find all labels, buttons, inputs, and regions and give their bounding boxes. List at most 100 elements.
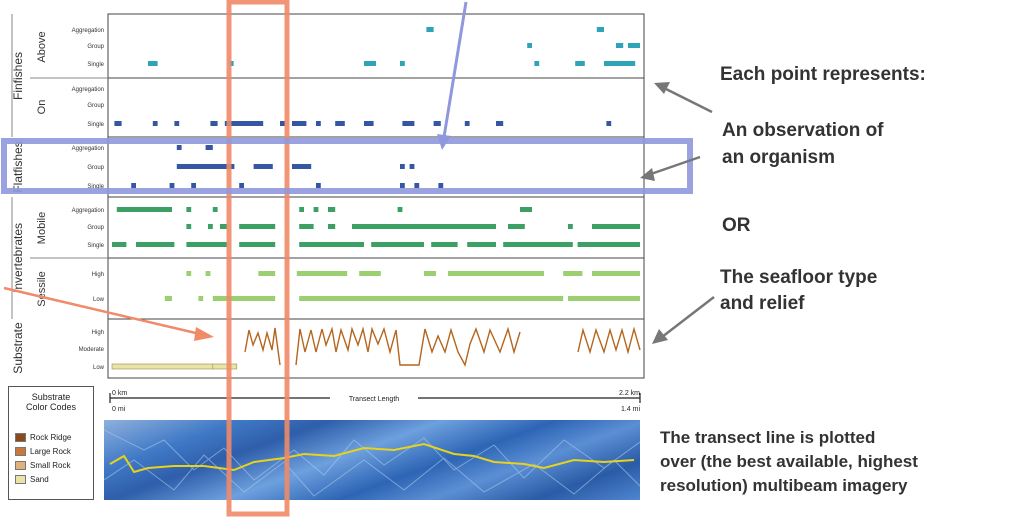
observation-mark: [111, 363, 214, 370]
row-label: Aggregation: [72, 28, 104, 34]
row-label: Group: [87, 44, 104, 50]
observation-mark: [592, 271, 640, 276]
observation-mark: [438, 183, 444, 188]
observation-mark: [239, 224, 276, 229]
legend-title-2: Color Codes: [25, 402, 77, 412]
observation-mark: [186, 224, 192, 229]
observation-mark: [596, 27, 604, 32]
subgroup-label-on: On: [36, 100, 48, 115]
observation-mark: [164, 296, 172, 301]
observation-mark: [169, 183, 175, 188]
observation-mark: [359, 271, 381, 276]
annotation-transect-2: over (the best available, highest: [660, 452, 918, 471]
observation-mark: [253, 164, 273, 169]
observation-mark: [148, 61, 158, 66]
row-labels: Aggregation Group Single Aggregation Gro…: [72, 28, 105, 371]
observation-mark: [316, 183, 321, 188]
observation-mark: [176, 145, 182, 150]
group-label-substrate: Substrate: [11, 322, 25, 374]
observation-mark: [448, 271, 544, 276]
transect-track: [104, 429, 640, 497]
observation-mark: [229, 61, 234, 66]
observation-mark: [577, 242, 640, 247]
multibeam-imagery: [104, 420, 640, 500]
observation-mark: [520, 207, 532, 212]
observation-mark: [212, 296, 276, 301]
row-label: Low: [93, 297, 105, 303]
axis-label-bg: [330, 392, 418, 404]
observation-mark: [292, 121, 307, 126]
row-label: High: [92, 330, 104, 336]
row-label: Group: [87, 225, 104, 231]
plot-frame: [107, 13, 645, 379]
observation-mark: [316, 121, 321, 126]
observation-mark: [212, 207, 218, 212]
observation-mark: [431, 242, 458, 247]
observation-mark: [496, 121, 504, 126]
observation-mark: [606, 121, 612, 126]
observation-mark: [212, 363, 238, 370]
legend-item-small-rock: Small Rock: [15, 461, 70, 471]
annotation-seafloor-2: and relief: [720, 293, 805, 314]
observation-mark: [400, 183, 405, 188]
observation-mark: [239, 183, 244, 188]
observation-mark: [467, 242, 496, 247]
observation-mark: [335, 121, 345, 126]
legend-item-sand: Sand: [15, 475, 49, 485]
observation-mark: [208, 224, 213, 229]
legend-item-rock-ridge: Rock Ridge: [15, 433, 71, 443]
axis-end-mi: 1.4 mi: [621, 406, 641, 413]
row-label: Group: [87, 165, 104, 171]
observation-mark: [397, 207, 403, 212]
observation-mark: [364, 61, 376, 66]
observation-mark: [112, 242, 127, 247]
legend-swatch: [15, 461, 26, 471]
row-label: Single: [87, 184, 104, 190]
legend-swatch: [15, 475, 26, 485]
group-label-finfishes: Finfishes: [11, 52, 25, 100]
observation-mark: [191, 183, 196, 188]
observation-mark: [364, 121, 374, 126]
relief-texture: [104, 429, 640, 497]
observation-mark: [400, 61, 405, 66]
observation-mark: [414, 183, 420, 188]
observation-mark: [604, 61, 636, 66]
observation-mark: [409, 164, 415, 169]
observation-mark: [176, 164, 235, 169]
observation-mark: [568, 224, 573, 229]
axis-end-km: 2.2 km: [619, 390, 640, 397]
row-label: Aggregation: [72, 146, 104, 152]
substrate-legend: Substrate Color Codes Rock Ridge Large R…: [8, 386, 94, 500]
group-label-invertebrates: Invertebrates: [11, 223, 25, 293]
observation-mark: [258, 271, 276, 276]
observation-mark: [371, 242, 424, 247]
observation-mark: [299, 296, 424, 301]
observation-mark: [186, 271, 192, 276]
row-label: Moderate: [79, 347, 105, 353]
subgroup-label-above: Above: [36, 31, 48, 62]
observation-mark: [616, 43, 624, 48]
row-label: Group: [87, 103, 104, 109]
legend-swatch: [15, 433, 26, 443]
observation-mark: [292, 164, 312, 169]
observation-mark: [205, 271, 211, 276]
annotation-observation-1: An observation of: [722, 120, 884, 141]
row-label: High: [92, 272, 104, 278]
observation-mark: [114, 121, 122, 126]
observation-mark: [527, 43, 532, 48]
observation-mark: [198, 296, 204, 301]
observation-mark: [352, 224, 496, 229]
observation-mark: [424, 271, 436, 276]
row-label: Low: [93, 365, 105, 371]
observation-mark: [568, 296, 640, 301]
legend-label: Small Rock: [30, 461, 71, 470]
observation-mark: [205, 145, 213, 150]
observation-mark: [424, 296, 564, 301]
transect-line: [109, 442, 635, 474]
legend-swatch: [15, 447, 26, 457]
observation-mark: [426, 27, 434, 32]
observation-mark: [328, 224, 336, 229]
observation-mark: [328, 207, 336, 212]
observation-mark: [628, 43, 640, 48]
observation-mark: [210, 121, 218, 126]
